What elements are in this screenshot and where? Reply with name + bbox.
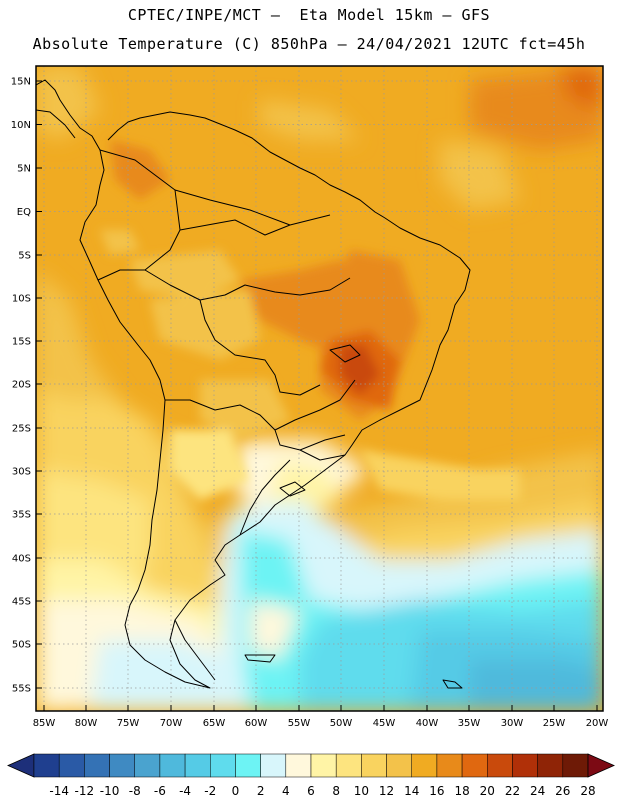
colorbar-label: -14 xyxy=(49,784,69,798)
lon-label-20W: 20W xyxy=(586,718,609,729)
colorbar-swatch xyxy=(84,753,110,778)
lon-label-65W: 65W xyxy=(203,718,226,729)
lat-label-45S: 45S xyxy=(12,597,31,608)
colorbar-swatch xyxy=(562,753,589,778)
lat-label-5N: 5N xyxy=(17,164,31,175)
colorbar-label: -4 xyxy=(179,784,191,798)
lat-label-40S: 40S xyxy=(12,554,31,565)
colorbar-swatch xyxy=(461,753,488,778)
colorbar-swatch xyxy=(210,753,236,778)
lon-label-70W: 70W xyxy=(160,718,183,729)
lon-label-40W: 40W xyxy=(416,718,439,729)
colorbar-label: 12 xyxy=(379,784,394,798)
title-line-2: Absolute Temperature (C) 850hPa – 24/04/… xyxy=(32,35,586,53)
latitude-labels: 15N 10N 5N EQ 5S 10S 15S 20S 25S 30S 35S 40S 45S 50S 5… xyxy=(11,77,42,695)
temperature-field xyxy=(36,66,603,711)
colorbar-swatch xyxy=(411,753,438,778)
lon-label-45W: 45W xyxy=(373,718,396,729)
lon-label-80W: 80W xyxy=(75,718,98,729)
colorbar-label: 28 xyxy=(580,784,595,798)
lon-label-85W: 85W xyxy=(33,718,56,729)
lat-label-55S: 55S xyxy=(12,684,31,695)
colorbar-label: 0 xyxy=(232,784,240,798)
lat-label-EQ: EQ xyxy=(17,207,31,218)
colorbar-swatch xyxy=(361,753,387,778)
graticule xyxy=(36,66,603,711)
lon-label-35W: 35W xyxy=(458,718,481,729)
lon-label-50W: 50W xyxy=(330,718,353,729)
colorbar: -14 -12 -10 -8 -6 -4 -2 0 2 4 6 8 10 12 14 16 18 20 22 24 26… xyxy=(7,753,615,798)
colorbar-label: 2 xyxy=(257,784,265,798)
colorbar-label: -10 xyxy=(100,784,120,798)
lat-label-15S: 15S xyxy=(12,337,31,348)
colorbar-swatch xyxy=(310,753,337,778)
lat-label-10S: 10S xyxy=(12,294,31,305)
lat-label-15N: 15N xyxy=(11,77,31,88)
lat-label-20S: 20S xyxy=(12,380,31,391)
map-frame xyxy=(35,65,604,712)
lon-label-60W: 60W xyxy=(245,718,268,729)
colorbar-label: -8 xyxy=(129,784,141,798)
colorbar-label: 10 xyxy=(354,784,369,798)
colorbar-swatch xyxy=(512,753,538,778)
longitude-labels: 85W 80W 75W 70W 65W 60W 55W 50W 45W 40W 35W 30W 25W 2… xyxy=(33,705,609,729)
colorbar-label: 18 xyxy=(454,784,469,798)
colorbar-swatch xyxy=(436,753,463,778)
colorbar-swatch xyxy=(260,753,287,778)
colorbar-label: -6 xyxy=(154,784,166,798)
colorbar-label: 8 xyxy=(332,784,340,798)
lat-label-10N: 10N xyxy=(11,120,31,131)
colorbar-swatch xyxy=(537,753,564,778)
colorbar-swatch xyxy=(58,753,85,778)
colorbar-swatch xyxy=(487,753,513,778)
colorbar-label: -12 xyxy=(75,784,95,798)
colorbar-label: 4 xyxy=(282,784,290,798)
colorbar-swatch xyxy=(184,753,211,778)
lon-label-25W: 25W xyxy=(543,718,566,729)
colorbar-label: 22 xyxy=(505,784,520,798)
lon-label-75W: 75W xyxy=(117,718,140,729)
lon-label-30W: 30W xyxy=(501,718,524,729)
colorbar-over-triangle xyxy=(587,753,615,778)
colorbar-swatch xyxy=(285,753,312,778)
colorbar-under-triangle xyxy=(7,753,35,778)
colorbar-label: 16 xyxy=(429,784,444,798)
colorbar-label: 26 xyxy=(555,784,570,798)
coastlines xyxy=(36,79,471,689)
colorbar-swatch xyxy=(134,753,161,778)
colorbar-label: 14 xyxy=(404,784,419,798)
lat-label-35S: 35S xyxy=(12,510,31,521)
lat-label-30S: 30S xyxy=(12,467,31,478)
colorbar-label: 20 xyxy=(480,784,495,798)
title-line-1: CPTEC/INPE/MCT – Eta Model 15km – GFS xyxy=(127,6,491,24)
colorbar-label: 6 xyxy=(307,784,315,798)
colorbar-swatch xyxy=(159,753,186,778)
colorbar-swatch xyxy=(386,753,412,778)
lat-label-50S: 50S xyxy=(12,640,31,651)
lat-label-5S: 5S xyxy=(18,251,31,262)
lat-label-25S: 25S xyxy=(12,424,31,435)
colorbar-swatch xyxy=(335,753,362,778)
lon-label-55W: 55W xyxy=(288,718,311,729)
colorbar-swatch xyxy=(235,753,261,778)
colorbar-label: -2 xyxy=(204,784,216,798)
colorbar-swatch xyxy=(109,753,135,778)
colorbar-label: 24 xyxy=(530,784,545,798)
colorbar-swatch xyxy=(33,753,60,778)
